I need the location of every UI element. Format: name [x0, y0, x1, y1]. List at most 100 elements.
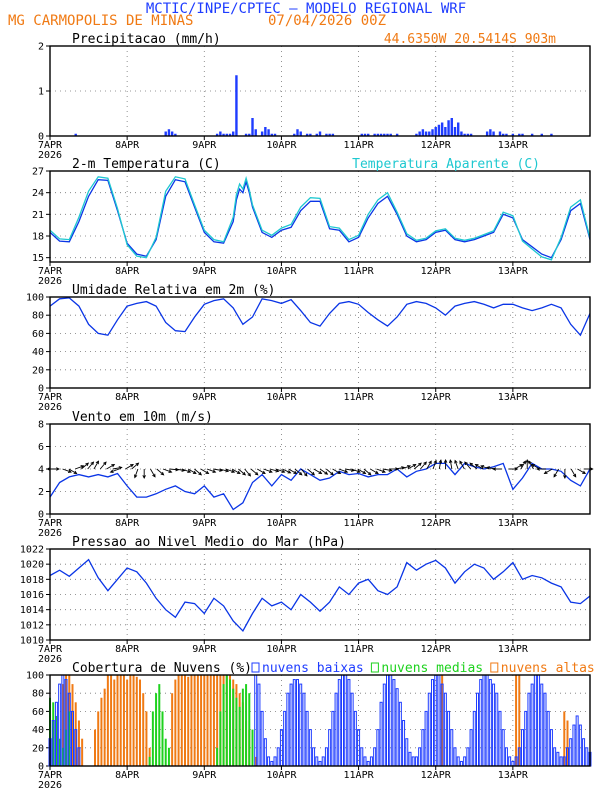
- y-tick-label: 1020: [20, 560, 44, 571]
- y-tick-label: 20: [32, 365, 44, 376]
- cloud-bar-nuvens-baixas: [556, 751, 560, 767]
- wind-arrow: [426, 460, 432, 470]
- cloud-bar-nuvens-altas: [100, 697, 103, 766]
- cloud-bar-nuvens-baixas: [408, 751, 412, 767]
- precip-bar: [463, 133, 466, 136]
- cloud-bar-nuvens-baixas: [321, 756, 325, 767]
- cloud-bar-nuvens-altas: [113, 679, 116, 766]
- wind-arrow: [469, 462, 478, 470]
- panel-title-precip: Precipitacao (mm/h): [72, 32, 221, 47]
- wind-arrow-head: [134, 474, 138, 479]
- wind-arrow: [370, 468, 379, 474]
- cloud-bar-nuvens-altas: [177, 675, 180, 766]
- wind-arrow-head: [448, 459, 453, 464]
- cloud-bar-nuvens-baixas: [373, 747, 377, 767]
- legend-label: nuvens altas: [501, 661, 595, 676]
- precip-bar: [328, 133, 331, 136]
- precip-bar: [164, 131, 167, 136]
- legend-label: nuvens medias: [381, 661, 483, 676]
- cloud-bar-nuvens-baixas: [530, 683, 534, 767]
- y-tick-label: 1010: [20, 636, 44, 647]
- x-year-label: 2026: [38, 528, 62, 539]
- cloud-bar-nuvens-baixas: [402, 720, 406, 767]
- panel-frame-pres: [49, 548, 591, 641]
- x-tick-label: 12APR: [421, 392, 452, 403]
- wind-arrow-head: [525, 459, 529, 463]
- wind-arrow-head: [367, 471, 372, 476]
- wind-arrow-head: [418, 462, 422, 467]
- wind-arrow-head: [231, 469, 236, 473]
- header-title: MCTIC/INPE/CPTEC – MODELO REGIONAL WRF: [146, 1, 466, 17]
- wind-arrow: [200, 468, 209, 474]
- cloud-bar-nuvens-baixas: [495, 692, 499, 767]
- x-tick-label: 9APR: [192, 770, 217, 781]
- precip-bar: [267, 129, 270, 136]
- wind-arrow-head: [362, 470, 367, 475]
- wind-arrow: [382, 468, 392, 472]
- header-coords: 44.6350W 20.5414S 903m: [384, 32, 556, 47]
- cloud-bar-nuvens-baixas: [292, 679, 296, 767]
- wind-arrow: [181, 468, 191, 473]
- precip-bar: [530, 133, 534, 136]
- y-tick-label: 24: [32, 188, 44, 199]
- cloud-bar-nuvens-baixas: [453, 747, 457, 767]
- series-line-temp-0: [49, 178, 591, 259]
- panel-title-cloud: Cobertura de Nuvens (%): [72, 661, 252, 676]
- wind-arrow: [187, 468, 197, 474]
- wind-arrow: [106, 464, 115, 470]
- wind-arrow: [74, 465, 84, 470]
- cloud-bar-nuvens-altas: [209, 675, 212, 766]
- cloud-bar-nuvens-baixas: [546, 710, 550, 767]
- cloud-bar-nuvens-altas: [116, 675, 119, 766]
- cloud-bar-nuvens-medias: [241, 688, 244, 766]
- precip-bar: [389, 133, 392, 136]
- cloud-bar-nuvens-altas: [563, 711, 566, 766]
- cloud-bar-nuvens-baixas: [463, 756, 467, 767]
- cloud-bar-nuvens-baixas: [414, 756, 418, 767]
- precip-bar: [521, 133, 524, 136]
- wind-arrow-head: [528, 460, 532, 465]
- wind-arrow: [357, 468, 366, 474]
- wind-arrow: [338, 468, 348, 473]
- wind-arrow-head: [407, 465, 412, 469]
- cloud-bar-nuvens-altas: [142, 693, 145, 766]
- cloud-bar-nuvens-baixas: [267, 756, 271, 767]
- cloud-bar-nuvens-altas: [71, 684, 74, 766]
- precip-bar: [447, 120, 450, 136]
- x-tick-label: 11APR: [344, 518, 375, 529]
- cloud-bar-nuvens-baixas: [347, 679, 351, 767]
- header-station: MG CARMOPOLIS DE MINAS: [8, 13, 193, 29]
- wind-arrow: [332, 468, 341, 474]
- cloud-bar-nuvens-baixas: [376, 729, 380, 767]
- x-tick-label: 8APR: [115, 644, 140, 655]
- wind-arrow: [238, 468, 246, 476]
- y-tick-label: 100: [26, 671, 44, 682]
- y-tick-label: 8: [38, 420, 44, 431]
- precip-bar: [489, 129, 492, 136]
- cloud-bar-nuvens-altas: [139, 679, 141, 766]
- precip-bar: [299, 131, 302, 136]
- cloud-bar-nuvens-baixas: [386, 674, 389, 767]
- cloud-bar-nuvens-baixas: [296, 679, 299, 767]
- wind-arrow: [288, 468, 297, 474]
- precip-bar: [518, 133, 521, 136]
- precip-bar: [251, 118, 254, 136]
- wind-arrow-head: [268, 469, 273, 473]
- wind-arrow: [313, 468, 322, 474]
- cloud-bar-nuvens-altas: [81, 738, 84, 766]
- precip-bar: [270, 133, 273, 136]
- cloud-bar-nuvens-medias: [248, 693, 251, 766]
- wind-arrow: [131, 462, 139, 470]
- precip-bar: [434, 127, 437, 136]
- x-tick-label: 8APR: [115, 140, 140, 151]
- cloud-bar-nuvens-baixas: [466, 747, 470, 767]
- cloud-bar-nuvens-baixas: [504, 747, 508, 767]
- cloud-bar-nuvens-baixas: [469, 729, 473, 767]
- wind-arrow-head: [459, 460, 463, 465]
- precip-bar: [363, 133, 367, 136]
- x-tick-label: 11APR: [344, 770, 375, 781]
- x-year-label: 2026: [38, 780, 62, 791]
- x-tick-label: 9APR: [192, 518, 217, 529]
- cloud-bar-nuvens-baixas: [479, 679, 483, 767]
- cloud-bar-nuvens-altas: [129, 675, 132, 766]
